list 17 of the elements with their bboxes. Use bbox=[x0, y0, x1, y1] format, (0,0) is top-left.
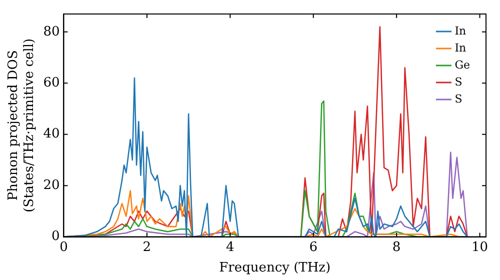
legend-label: In bbox=[454, 24, 466, 38]
y-tick-label: 60 bbox=[43, 76, 60, 91]
x-tick-label: 10 bbox=[471, 240, 488, 255]
y-axis-title: Phonon projected DOS (States/THz·primitive cell) bbox=[6, 38, 37, 212]
x-axis-title: Frequency (THz) bbox=[219, 260, 331, 276]
y-tick-label: 20 bbox=[43, 178, 60, 193]
y-tick-label: 0 bbox=[51, 229, 60, 244]
legend-label: S bbox=[454, 75, 462, 88]
legend-label: Ge bbox=[454, 58, 470, 72]
x-tick-label: 2 bbox=[142, 240, 152, 255]
y-tick-label: 40 bbox=[43, 126, 60, 142]
legend-label: In bbox=[454, 41, 466, 54]
x-tick-label: 6 bbox=[309, 240, 318, 255]
x-tick-label: 8 bbox=[392, 240, 401, 255]
x-tick-label: 4 bbox=[226, 240, 234, 255]
legend-label: S bbox=[454, 92, 462, 106]
y-tick-label: 80 bbox=[43, 24, 60, 40]
